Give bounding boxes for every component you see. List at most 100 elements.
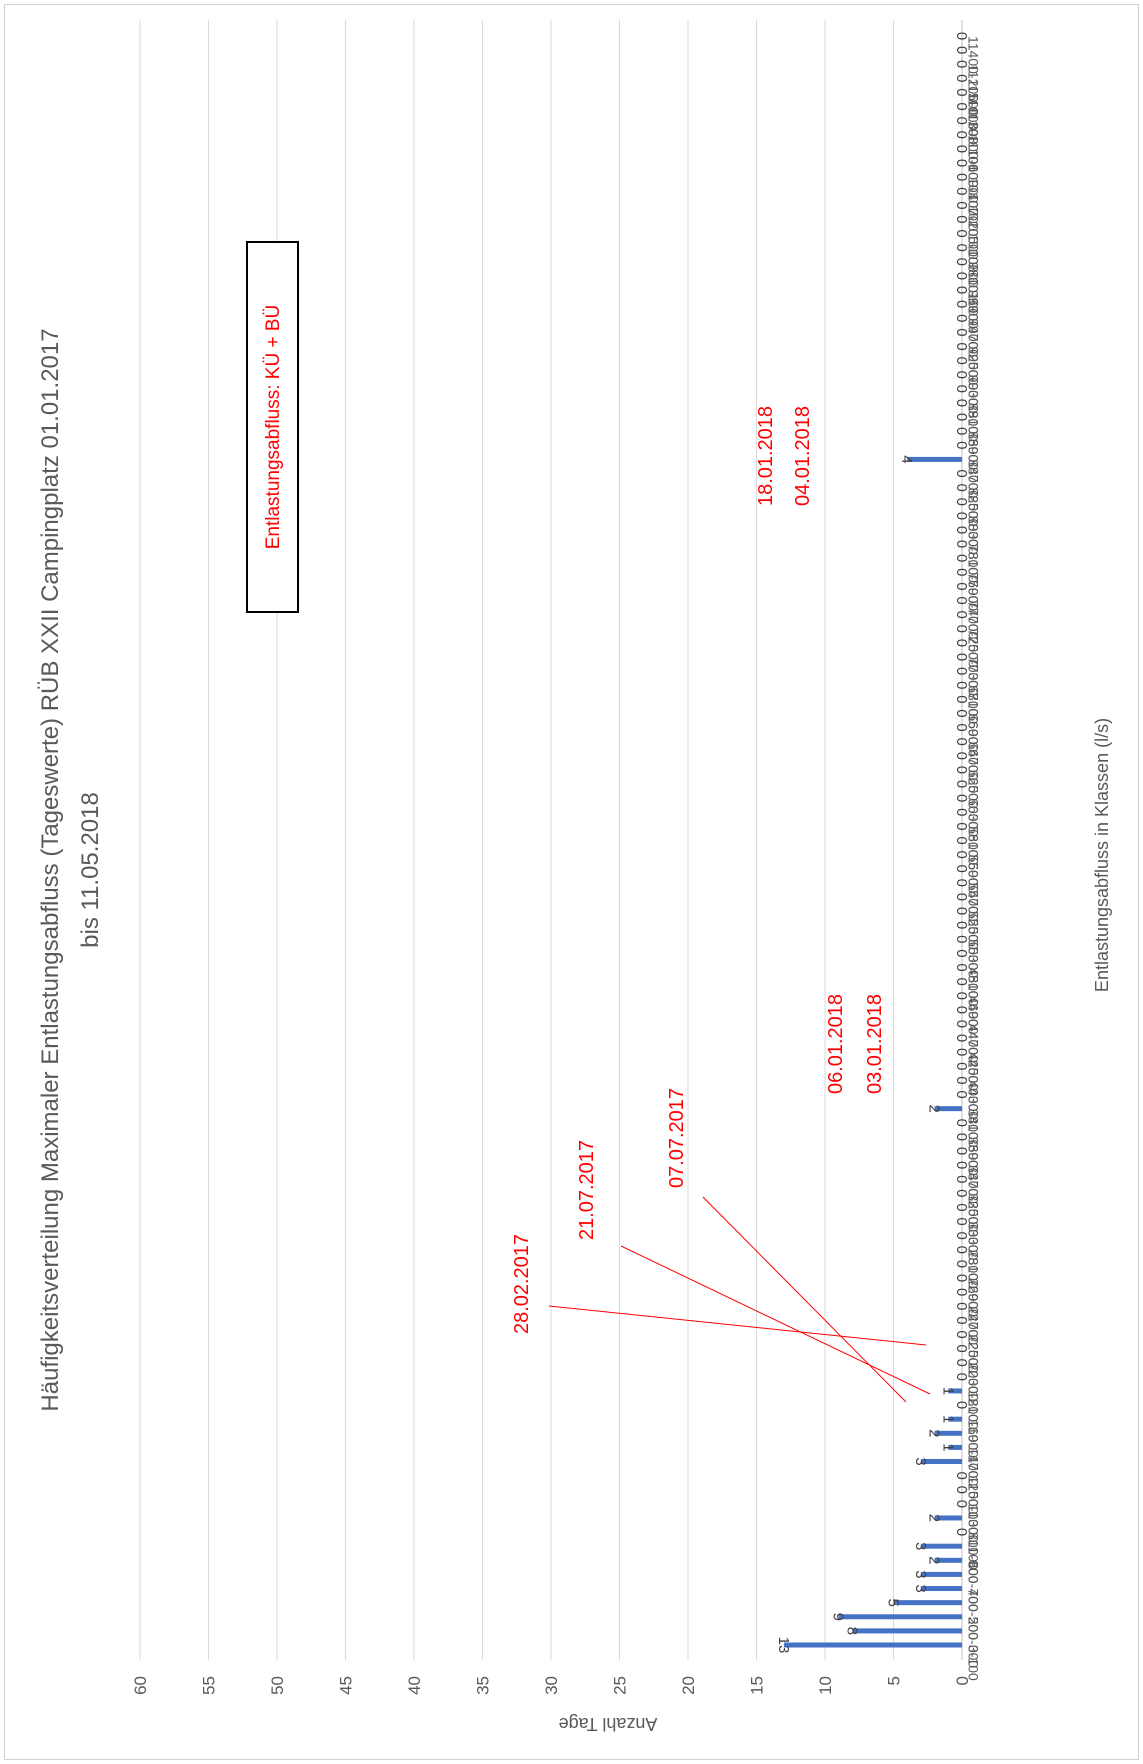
data-label: 0 bbox=[953, 738, 970, 746]
legend-box bbox=[246, 241, 299, 613]
x-tick-label: 11400-11500 bbox=[965, 36, 981, 117]
bar bbox=[783, 1642, 962, 1648]
data-label: 0 bbox=[953, 1147, 970, 1155]
x-tick-label: 1200-1300 bbox=[965, 1476, 981, 1543]
x-tick-label: 200-300 bbox=[965, 1617, 981, 1669]
x-tick-label: 2200-2300 bbox=[965, 1334, 981, 1401]
data-label: 0 bbox=[953, 88, 970, 96]
data-label: 0 bbox=[953, 1401, 970, 1409]
data-label: 0 bbox=[953, 356, 970, 364]
data-label: 0 bbox=[953, 1119, 970, 1127]
data-label: 0 bbox=[953, 653, 970, 661]
x-tick-label: 2000-2100 bbox=[965, 1363, 981, 1430]
x-tick-label: 6000-6100 bbox=[965, 798, 981, 865]
data-label: 0 bbox=[953, 258, 970, 266]
x-axis-title: Entlastungsabfluss in Klassen (l/s) bbox=[1092, 718, 1112, 992]
x-tick-label: 3200-3300 bbox=[965, 1193, 981, 1260]
y-tick-label: 50 bbox=[268, 1676, 287, 1695]
data-label: 0 bbox=[953, 441, 970, 449]
x-tick-label: 11000-11100 bbox=[965, 92, 981, 172]
data-label: 0 bbox=[953, 300, 970, 308]
bar bbox=[907, 456, 962, 462]
data-label: 0 bbox=[953, 1330, 970, 1338]
data-label: 0 bbox=[953, 145, 970, 153]
x-tick-label: 1600-1700 bbox=[965, 1419, 981, 1486]
data-label: 0 bbox=[953, 342, 970, 350]
y-tick-label: 25 bbox=[611, 1676, 630, 1695]
data-label: 0 bbox=[953, 540, 970, 548]
x-tick-label: 3600-3700 bbox=[965, 1137, 981, 1204]
data-label: 3 bbox=[912, 1584, 929, 1592]
x-tick-label: 10200-10300 bbox=[965, 205, 981, 288]
x-tick-label: 5600-5700 bbox=[965, 855, 981, 922]
data-label: 0 bbox=[953, 1161, 970, 1169]
data-label: 0 bbox=[953, 74, 970, 82]
y-tick-label: 0 bbox=[953, 1676, 972, 1685]
x-tick-label: 6200-6300 bbox=[965, 770, 981, 837]
bar bbox=[948, 1416, 962, 1422]
x-tick-label: 4800-4900 bbox=[965, 968, 981, 1035]
data-label: 0 bbox=[953, 625, 970, 633]
data-label: 0 bbox=[953, 286, 970, 294]
x-tick-label: 5000-5100 bbox=[965, 939, 981, 1006]
data-label: 3 bbox=[912, 1457, 929, 1465]
bar bbox=[852, 1628, 962, 1634]
x-tick-label: 7000-7100 bbox=[965, 657, 981, 724]
data-label: 0 bbox=[953, 977, 970, 985]
chart-title: Häufigkeitsverteilung Maximaler Entlastu… bbox=[37, 328, 64, 1411]
data-label: 0 bbox=[953, 681, 970, 689]
annotation-leader-line bbox=[620, 1245, 931, 1395]
x-tick-label: 9200-9300 bbox=[965, 347, 981, 414]
x-tick-label: 2600-2700 bbox=[965, 1278, 981, 1345]
data-labels: 13 8 9 5 3 3 2 3 0 2 0 0 0 3 1 2 1 0 1 0 0 0 0 0 0 0 0 0 0 0 0 0 0 0 0 0 0 0 2… bbox=[775, 32, 970, 1654]
data-label: 0 bbox=[953, 1062, 970, 1070]
data-label: 0 bbox=[953, 469, 970, 477]
data-label: 0 bbox=[953, 413, 970, 421]
data-label: 0 bbox=[953, 314, 970, 322]
data-label: 4 bbox=[898, 455, 915, 463]
data-label: 0 bbox=[953, 780, 970, 788]
data-label: 0 bbox=[953, 1528, 970, 1536]
data-label: 0 bbox=[953, 1189, 970, 1197]
data-label: 0 bbox=[953, 893, 970, 901]
annotation-label: 03.01.2018 bbox=[864, 994, 886, 1094]
x-tick-label: 2800-2900 bbox=[965, 1250, 981, 1317]
annotation-leader-line bbox=[702, 1196, 907, 1403]
data-label: 0 bbox=[953, 1316, 970, 1324]
x-tick-label: 10400-10500 bbox=[965, 177, 981, 260]
x-tick-label: 800-900 bbox=[965, 1532, 981, 1584]
x-tick-label: 8600-8700 bbox=[965, 431, 981, 498]
data-label: 0 bbox=[953, 1090, 970, 1098]
data-label: 0 bbox=[953, 483, 970, 491]
y-tick-label: 45 bbox=[337, 1676, 356, 1695]
chart-frame bbox=[4, 4, 1139, 1760]
data-label: 0 bbox=[953, 1486, 970, 1494]
annotation-label: 04.01.2018 bbox=[792, 406, 814, 506]
data-label: 0 bbox=[953, 639, 970, 647]
data-label: 0 bbox=[953, 1203, 970, 1211]
data-label: 0 bbox=[953, 272, 970, 280]
data-label: 0 bbox=[953, 215, 970, 223]
legend-box-label: Entlastungsabfluss: KÜ + BÜ bbox=[263, 305, 284, 550]
data-label: 2 bbox=[926, 1429, 943, 1437]
x-tick-label: 9400-9500 bbox=[965, 318, 981, 385]
bar bbox=[934, 1515, 962, 1521]
x-tick-label: 5400-5500 bbox=[965, 883, 981, 950]
data-label: 1 bbox=[939, 1387, 956, 1395]
annotation-label: 28.02.2017 bbox=[511, 1234, 533, 1334]
data-label: 0 bbox=[953, 173, 970, 181]
data-label: 0 bbox=[953, 723, 970, 731]
data-label: 0 bbox=[953, 935, 970, 943]
data-label: 0 bbox=[953, 1359, 970, 1367]
data-label: 0 bbox=[953, 709, 970, 717]
bar bbox=[920, 1543, 962, 1549]
data-label: 0 bbox=[953, 1006, 970, 1014]
x-tick-label: 7200-7300 bbox=[965, 629, 981, 696]
data-label: 2 bbox=[926, 1514, 943, 1522]
bar bbox=[838, 1614, 962, 1620]
x-tick-label: 4200-4300 bbox=[965, 1052, 981, 1119]
data-label: 0 bbox=[953, 992, 970, 1000]
data-label: 0 bbox=[953, 1034, 970, 1042]
data-label: 0 bbox=[953, 498, 970, 506]
